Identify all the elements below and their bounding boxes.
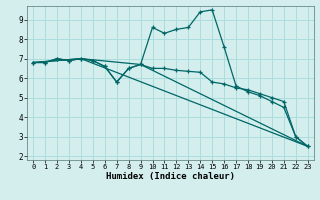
X-axis label: Humidex (Indice chaleur): Humidex (Indice chaleur) [106,172,235,181]
